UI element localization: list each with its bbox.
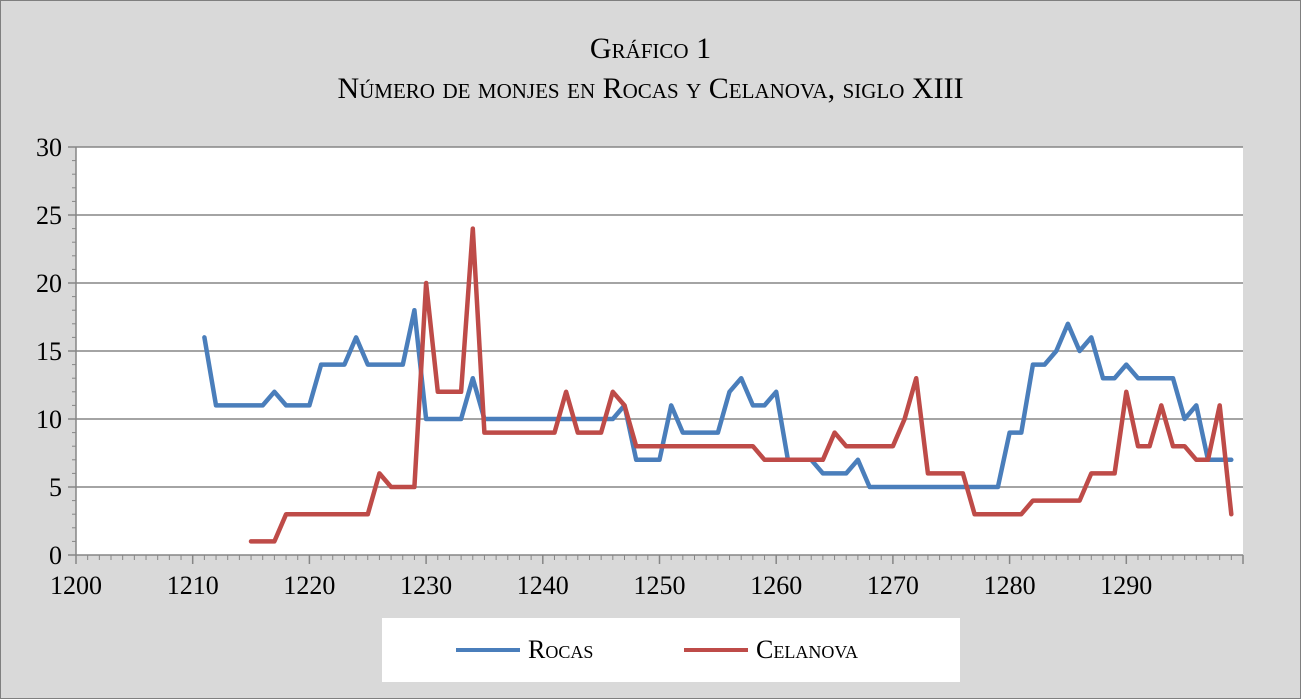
y-tick-label: 30 bbox=[36, 133, 62, 162]
y-tick-label: 25 bbox=[36, 201, 62, 230]
y-tick-label: 20 bbox=[36, 269, 62, 298]
legend-item-rocas: Rocas bbox=[456, 618, 593, 682]
x-tick-label: 1200 bbox=[50, 571, 102, 600]
chart-title-line1: Gráfico 1 bbox=[589, 32, 712, 65]
x-tick-label: 1240 bbox=[517, 571, 569, 600]
legend-swatch-celanova bbox=[684, 648, 748, 652]
y-tick-label: 10 bbox=[36, 405, 62, 434]
legend-item-celanova: Celanova bbox=[684, 618, 858, 682]
x-tick-label: 1220 bbox=[283, 571, 335, 600]
y-tick-label: 0 bbox=[49, 541, 62, 570]
series-line-rocas bbox=[202, 307, 1234, 490]
chart-legend: Rocas Celanova bbox=[382, 618, 960, 682]
legend-label-rocas: Rocas bbox=[528, 635, 594, 664]
series-line-celanova bbox=[248, 226, 1234, 544]
x-tick-label: 1290 bbox=[1100, 571, 1152, 600]
chart-title: Gráfico 1 Número de monjes en Rocas y Ce… bbox=[1, 29, 1300, 109]
y-tick-label: 15 bbox=[36, 337, 62, 366]
x-tick-label: 1230 bbox=[400, 571, 452, 600]
x-tick-label: 1260 bbox=[750, 571, 802, 600]
x-tick-label: 1280 bbox=[984, 571, 1036, 600]
x-tick-label: 1210 bbox=[167, 571, 219, 600]
x-tick-label: 1270 bbox=[867, 571, 919, 600]
x-tick-label: 1250 bbox=[634, 571, 686, 600]
legend-swatch-rocas bbox=[456, 648, 520, 652]
chart-title-line2: Número de monjes en Rocas y Celanova, si… bbox=[337, 72, 964, 105]
legend-label-celanova: Celanova bbox=[756, 635, 859, 664]
y-tick-label: 5 bbox=[49, 473, 62, 502]
